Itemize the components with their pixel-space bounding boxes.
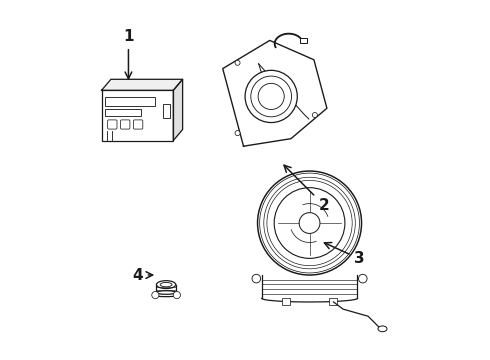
Circle shape (251, 76, 292, 117)
Circle shape (173, 292, 180, 299)
Ellipse shape (160, 283, 172, 287)
Text: 2: 2 (284, 165, 329, 213)
Circle shape (152, 292, 159, 299)
Ellipse shape (156, 281, 176, 289)
Bar (105, 97, 155, 107)
Circle shape (260, 173, 360, 273)
Circle shape (312, 113, 318, 117)
FancyBboxPatch shape (108, 120, 117, 129)
Ellipse shape (378, 326, 387, 332)
Circle shape (235, 131, 240, 136)
Bar (300, 38, 307, 43)
Bar (101, 90, 173, 140)
Text: 1: 1 (123, 29, 134, 79)
Ellipse shape (153, 292, 179, 297)
Circle shape (252, 274, 261, 283)
Bar (105, 109, 141, 116)
Circle shape (235, 60, 240, 65)
Polygon shape (101, 79, 183, 90)
Bar (282, 298, 291, 305)
Circle shape (245, 70, 297, 122)
Text: 3: 3 (324, 243, 365, 266)
FancyBboxPatch shape (121, 120, 130, 129)
FancyBboxPatch shape (133, 120, 143, 129)
Circle shape (258, 84, 284, 109)
Ellipse shape (156, 291, 176, 294)
Polygon shape (223, 40, 327, 146)
Circle shape (258, 171, 362, 275)
Polygon shape (173, 79, 183, 140)
Circle shape (274, 188, 345, 258)
Circle shape (359, 274, 367, 283)
Circle shape (299, 213, 320, 233)
Bar (329, 298, 337, 305)
Bar (163, 104, 171, 118)
Text: 4: 4 (132, 267, 153, 283)
